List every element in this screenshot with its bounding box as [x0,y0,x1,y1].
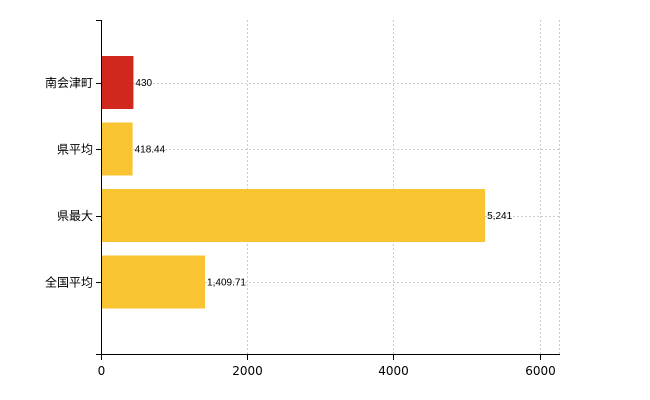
x-tick-label-3: 6000 [525,364,556,378]
x-tick-label-1: 2000 [232,364,263,378]
x-tick-label-2: 4000 [378,364,409,378]
data-label-0: 430 [135,78,152,89]
category-label-2: 県最大 [57,209,93,223]
data-label-3: 1,409.71 [207,278,246,289]
category-label-0: 南会津町 [45,75,93,90]
bar-1 [102,122,133,176]
category-label-1: 県平均 [57,143,93,157]
bar-2 [102,189,486,242]
data-label-2: 5,241 [487,211,512,222]
category-label-3: 全国平均 [45,275,93,290]
x-tick-label-0: 0 [98,364,106,378]
data-label-1: 418.44 [135,145,166,156]
bar-3 [102,255,206,309]
bar-0 [102,56,134,109]
